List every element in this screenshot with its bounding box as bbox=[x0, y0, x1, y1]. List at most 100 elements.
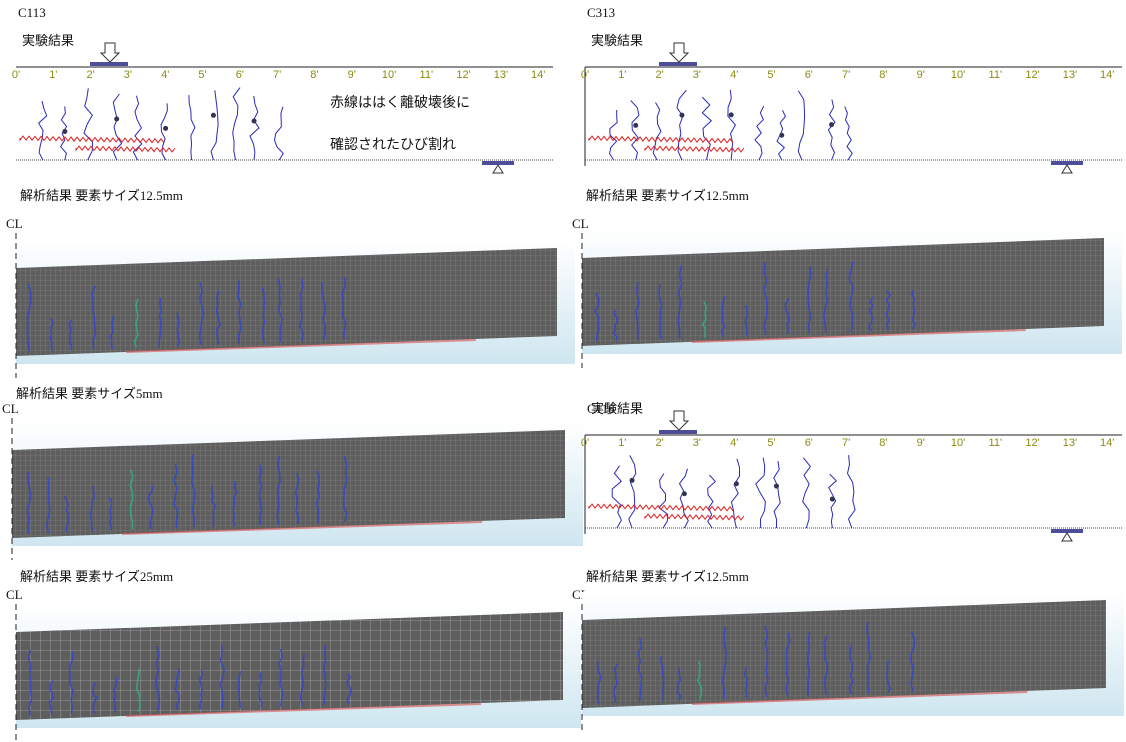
grid-label: 2' bbox=[655, 69, 663, 81]
grid-label: 7' bbox=[842, 69, 850, 81]
crack bbox=[755, 106, 764, 160]
grid-label: 2' bbox=[655, 437, 663, 449]
crack-dot bbox=[734, 481, 739, 486]
crack-dot bbox=[829, 122, 834, 127]
crack-dot bbox=[679, 113, 684, 118]
crack bbox=[798, 91, 804, 160]
grid-label: 3' bbox=[693, 69, 701, 81]
red-crack bbox=[645, 514, 744, 520]
grid-label: 3' bbox=[693, 437, 701, 449]
panel-label: 解析結果 要素サイズ12.5mm bbox=[20, 188, 183, 203]
crack bbox=[629, 455, 636, 528]
crack-dot bbox=[211, 113, 216, 118]
crack-dot bbox=[779, 133, 784, 138]
grid-label: 4' bbox=[730, 437, 738, 449]
crack-dot bbox=[729, 112, 734, 117]
crack bbox=[631, 100, 639, 160]
crack bbox=[756, 458, 766, 528]
grid-label: 10' bbox=[951, 437, 965, 449]
grid-label: 13' bbox=[494, 69, 508, 81]
panel-label: 実験結果 bbox=[591, 33, 643, 48]
grid-label: 4' bbox=[161, 69, 169, 81]
crack-dot bbox=[114, 117, 119, 122]
grid-label: 12' bbox=[1025, 69, 1039, 81]
crack bbox=[653, 103, 661, 161]
grid-label: 7' bbox=[273, 69, 281, 81]
panel-label: 解析結果 要素サイズ12.5mm bbox=[586, 569, 749, 584]
crack-dot bbox=[774, 484, 779, 489]
grid-label: 7' bbox=[842, 437, 850, 449]
load-arrow bbox=[670, 411, 688, 430]
grid-label: 5' bbox=[198, 69, 206, 81]
panel-label: 実験結果 bbox=[591, 401, 643, 416]
panel-label: 解析結果 要素サイズ12.5mm bbox=[586, 188, 749, 203]
grid-label: 0' bbox=[581, 437, 589, 449]
cl-label: CL bbox=[6, 216, 23, 231]
crack-dot bbox=[633, 123, 638, 128]
support bbox=[493, 165, 503, 173]
crack bbox=[275, 107, 284, 160]
grid-label: 9' bbox=[917, 69, 925, 81]
cl-label: CL bbox=[572, 216, 589, 231]
grid-label: 9' bbox=[348, 69, 356, 81]
note: 赤線ははく離破壊後に bbox=[330, 94, 470, 111]
grid-label: 8' bbox=[879, 437, 887, 449]
crack bbox=[189, 95, 195, 160]
crack-dot bbox=[630, 478, 635, 483]
load-arrow bbox=[101, 43, 119, 62]
grid-label: 6' bbox=[805, 69, 813, 81]
grid-label: 8' bbox=[879, 69, 887, 81]
grid-label: 11' bbox=[989, 69, 1003, 81]
crack bbox=[828, 100, 835, 160]
note: 確認されたひび割れ bbox=[330, 136, 456, 153]
grid-label: 1' bbox=[49, 69, 57, 81]
grid-label: 6' bbox=[236, 69, 244, 81]
crack bbox=[659, 474, 668, 529]
grid-label: 11' bbox=[989, 437, 1003, 449]
grid-label: 13' bbox=[1063, 437, 1077, 449]
figure: C113 実験結果 0' 1' 2' 3' 4' 5' 6' 7' 8' 9' 10' 11' 12' 13'… bbox=[0, 0, 1126, 742]
grid-label: 10' bbox=[382, 69, 396, 81]
load-arrow bbox=[670, 43, 688, 62]
crack bbox=[250, 96, 259, 160]
crack bbox=[612, 466, 621, 528]
support bbox=[1062, 533, 1072, 541]
crack bbox=[708, 475, 716, 528]
grid-label: 2' bbox=[86, 69, 94, 81]
grid-label: 5' bbox=[767, 437, 775, 449]
crack-dot bbox=[830, 497, 835, 502]
crack bbox=[133, 96, 142, 160]
crack-dot bbox=[163, 126, 168, 131]
grid-label: 9' bbox=[917, 437, 925, 449]
panel-label: 解析結果 要素サイズ25mm bbox=[20, 569, 173, 584]
grid-label: 12' bbox=[1025, 437, 1039, 449]
grid-label: 3' bbox=[124, 69, 132, 81]
red-crack bbox=[589, 136, 733, 143]
grid-label: 11' bbox=[420, 69, 434, 81]
crack bbox=[39, 101, 47, 160]
grid-label: 0' bbox=[581, 69, 589, 81]
load-plate bbox=[659, 62, 697, 66]
support bbox=[1062, 165, 1072, 173]
crack bbox=[732, 459, 740, 528]
panel-label: 解析結果 要素サイズ5mm bbox=[16, 386, 163, 401]
grid-label: 6' bbox=[805, 437, 813, 449]
crack bbox=[233, 88, 240, 160]
grid-label: 0' bbox=[12, 69, 20, 81]
crack bbox=[845, 107, 853, 161]
red-crack bbox=[645, 146, 744, 152]
crack-dot bbox=[252, 118, 257, 123]
specimen-name: C313 bbox=[587, 5, 615, 20]
grid-label: 8' bbox=[310, 69, 318, 81]
panel-label: 実験結果 bbox=[22, 33, 74, 48]
grid-label: 13' bbox=[1063, 69, 1077, 81]
load-plate bbox=[90, 62, 128, 66]
grid-label: 14' bbox=[531, 69, 545, 81]
grid-label: 1' bbox=[618, 69, 626, 81]
load-plate bbox=[659, 430, 697, 434]
cl-label: CL bbox=[6, 587, 23, 602]
crack bbox=[211, 90, 218, 160]
grid-label: 4' bbox=[730, 69, 738, 81]
crack bbox=[774, 461, 780, 528]
specimen-name: C113 bbox=[18, 5, 46, 20]
